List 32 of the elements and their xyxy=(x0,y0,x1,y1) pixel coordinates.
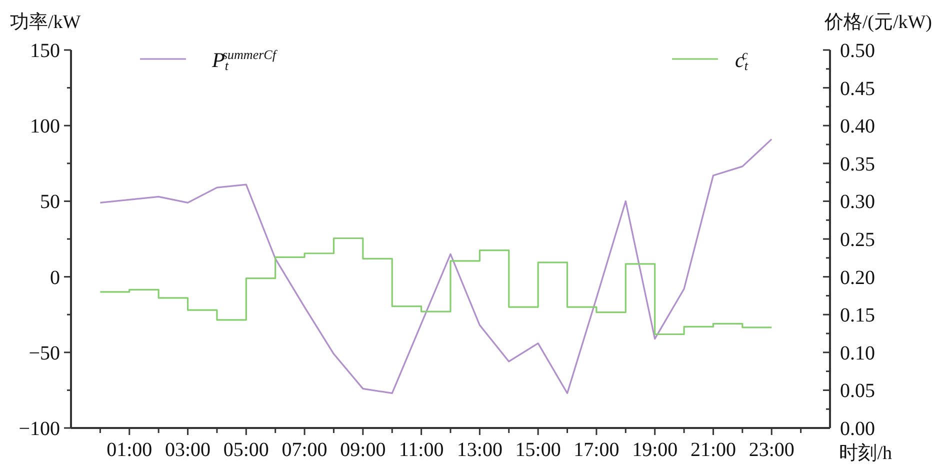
y2-tick-label: 0.50 xyxy=(840,40,875,62)
y-tick-label: 50 xyxy=(40,191,60,214)
y2-axis-title: 价格/(元/kW) xyxy=(823,12,932,33)
y2-tick-label: 0.05 xyxy=(840,380,875,402)
x-tick-label: 21:00 xyxy=(690,439,736,461)
x-tick-label: 17:00 xyxy=(574,439,620,461)
x-tick-label: 23:00 xyxy=(748,439,794,461)
y2-tick-label: 0.30 xyxy=(840,191,875,214)
y2-tick-label: 0.35 xyxy=(840,153,875,176)
y-tick-label: −50 xyxy=(28,342,60,364)
x-tick-label: 19:00 xyxy=(632,439,678,461)
y-tick-label: 150 xyxy=(30,40,60,62)
y2-tick-label: 0.20 xyxy=(840,266,875,289)
y2-tick-label: 0.15 xyxy=(840,304,875,327)
y-axis-title: 功率/kW xyxy=(10,11,81,33)
x-tick-label: 13:00 xyxy=(456,439,502,461)
x-tick-label: 11:00 xyxy=(398,439,444,461)
y-tick-label: −100 xyxy=(18,418,60,440)
y-tick-label: 100 xyxy=(30,116,60,138)
x-tick-label: 03:00 xyxy=(164,439,211,461)
y2-tick-label: 0.45 xyxy=(840,78,875,100)
y2-tick-label: 0.00 xyxy=(840,418,875,440)
x-axis-title: 时刻/h xyxy=(839,442,892,464)
x-tick-label: 09:00 xyxy=(340,439,386,461)
x-tick-label: 15:00 xyxy=(515,439,561,461)
y2-tick-label: 0.10 xyxy=(840,342,875,364)
x-tick-label: 07:00 xyxy=(282,439,328,461)
y-tick-label: 0 xyxy=(50,266,60,289)
x-tick-label: 01:00 xyxy=(106,439,152,461)
x-tick-label: 05:00 xyxy=(223,439,269,461)
y2-tick-label: 0.40 xyxy=(840,116,875,138)
y2-tick-label: 0.25 xyxy=(840,229,875,251)
